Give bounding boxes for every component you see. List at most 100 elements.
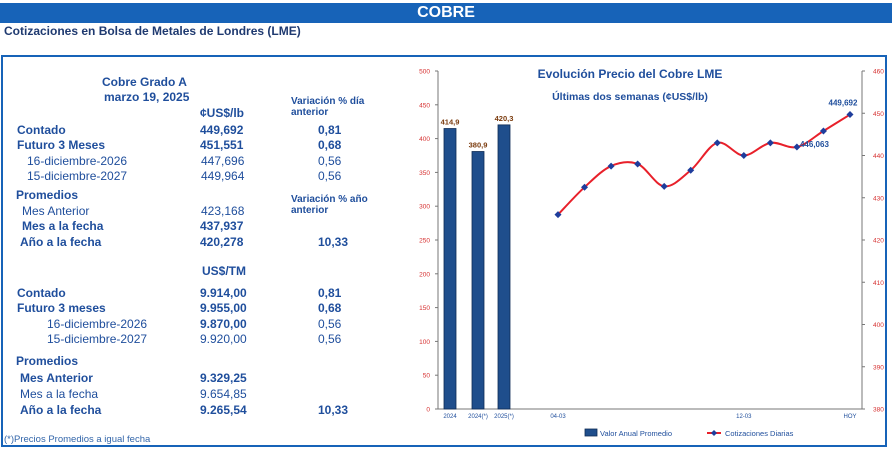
price-point: [740, 152, 748, 159]
bar-value-label: 380,9: [469, 141, 488, 150]
left-tick-label: 200: [419, 271, 430, 278]
left-tick-label: 50: [423, 373, 431, 380]
title-banner: COBRE: [0, 3, 892, 23]
promedios-lb-label: Promedios: [16, 188, 79, 202]
point-annotation: 449,692: [829, 99, 858, 108]
bar-value-label: 414,9: [441, 118, 460, 127]
x-tick-label: 04-03: [550, 414, 566, 420]
row-label: 16-diciembre-2026: [27, 153, 128, 168]
row-variation: 0,56: [318, 316, 342, 331]
row-variation: 0,56: [318, 153, 342, 168]
row-label: Año a la fecha: [20, 234, 102, 249]
row-variation: 10,33: [318, 234, 349, 249]
legend-line-marker: [711, 430, 717, 436]
chart-title: Evolución Precio del Cobre LME: [538, 67, 723, 81]
row-value: 9.329,25: [200, 371, 247, 385]
price-point: [660, 182, 668, 190]
x-tick-label: 12-03: [736, 414, 752, 420]
right-tick-label: 400: [873, 322, 884, 329]
price-point: [634, 160, 642, 168]
right-tick-label: 430: [873, 195, 884, 202]
row-label: Mes a la fecha: [20, 387, 99, 401]
legend-bar-swatch: [584, 428, 598, 437]
chart-subtitle: Últimas dos semanas (¢US$/lb): [552, 90, 708, 103]
unit-lb-header: ¢US$/lb: [200, 106, 245, 120]
left-tick-label: 450: [419, 102, 430, 109]
price-point: [793, 143, 801, 151]
right-tick-label: 450: [873, 111, 884, 118]
right-tick-label: 380: [873, 407, 884, 414]
price-point: [766, 139, 774, 147]
bar-category-label: 2025(*): [494, 414, 514, 420]
row-variation: 0,56: [318, 168, 342, 183]
price-point: [819, 127, 827, 135]
row-value: 9.265,54: [200, 403, 247, 417]
row-variation: 10,33: [318, 403, 349, 417]
bar-series: 414,9 2024 380,9 2024(*) 420,3 2025(*): [441, 114, 514, 420]
legend-line-label: Cotizaciones Diarias: [725, 429, 794, 438]
row-value: 420,278: [200, 234, 244, 249]
bar-value-label: 420,3: [495, 114, 514, 123]
line-series: 04-03 12-03 HOY 446,063 449,692: [550, 99, 858, 420]
var-dia-header: Variación % día anterior: [291, 96, 365, 118]
right-axis: 380 390 400 410 420 430 440 450 460: [861, 69, 884, 414]
row-variation: 0,68: [318, 301, 342, 316]
row-value: 451,551: [200, 138, 244, 153]
quote-date: marzo 19, 2025: [104, 90, 190, 104]
left-tick-label: 350: [419, 170, 430, 177]
chart-legend: Valor Anual Promedio Cotizaciones Diaria…: [584, 428, 794, 438]
row-label: 15-diciembre-2027: [27, 168, 128, 183]
right-tick-label: 420: [873, 238, 884, 245]
price-point: [607, 162, 615, 170]
row-label: Contado: [17, 123, 66, 137]
bar-category-label: 2024(*): [468, 414, 488, 420]
row-value: 9.870,00: [200, 316, 247, 331]
row-label: Futuro 3 meses: [17, 301, 106, 316]
content-frame: [1, 55, 887, 447]
row-label: Mes a la fecha: [22, 219, 104, 234]
row-value: 9.654,85: [200, 387, 247, 401]
row-variation: 0,81: [318, 123, 342, 137]
bar: [443, 128, 457, 410]
row-label: Contado: [17, 286, 66, 300]
left-tick-label: 300: [419, 204, 430, 211]
right-tick-label: 440: [873, 153, 884, 160]
left-tick-label: 150: [419, 305, 430, 312]
row-variation: 0,81: [318, 286, 342, 300]
row-label: Futuro 3 Meses: [17, 138, 106, 153]
right-tick-label: 460: [873, 69, 884, 76]
left-tick-label: 250: [419, 238, 430, 245]
row-label: Año a la fecha: [20, 403, 102, 417]
legend-bar-label: Valor Anual Promedio: [600, 429, 672, 438]
row-value: 449,964: [201, 168, 245, 183]
right-tick-label: 410: [873, 280, 884, 287]
row-label: Mes Anterior: [22, 204, 90, 218]
bar: [497, 124, 511, 410]
row-value: 437,937: [200, 219, 244, 234]
row-label: 16-diciembre-2026: [47, 316, 148, 331]
price-point: [713, 139, 721, 147]
row-value: 449,692: [200, 123, 244, 137]
row-label: 15-diciembre-2027: [47, 331, 148, 346]
row-variation: 0,56: [318, 331, 342, 346]
row-variation: 0,68: [318, 138, 342, 153]
right-tick-label: 390: [873, 364, 884, 371]
row-value: 9.920,00: [200, 331, 247, 346]
row-value: 447,696: [201, 153, 245, 168]
price-point: [687, 166, 695, 174]
var-anio-header: Variación % año anterior: [291, 194, 368, 216]
price-point: [554, 211, 562, 219]
price-line: [557, 113, 851, 216]
row-value: 9.914,00: [200, 286, 247, 300]
left-tick-label: 0: [426, 407, 430, 414]
row-label: Mes Anterior: [20, 371, 93, 385]
x-tick-label: HOY: [843, 414, 856, 420]
row-value: 423,168: [201, 204, 245, 218]
price-point: [846, 111, 854, 119]
bar: [471, 151, 485, 410]
left-tick-label: 400: [419, 136, 430, 143]
footnote: (*)Precios Promedios a igual fecha: [4, 434, 151, 445]
point-annotation: 446,063: [800, 140, 829, 149]
left-tick-label: 500: [419, 69, 430, 76]
